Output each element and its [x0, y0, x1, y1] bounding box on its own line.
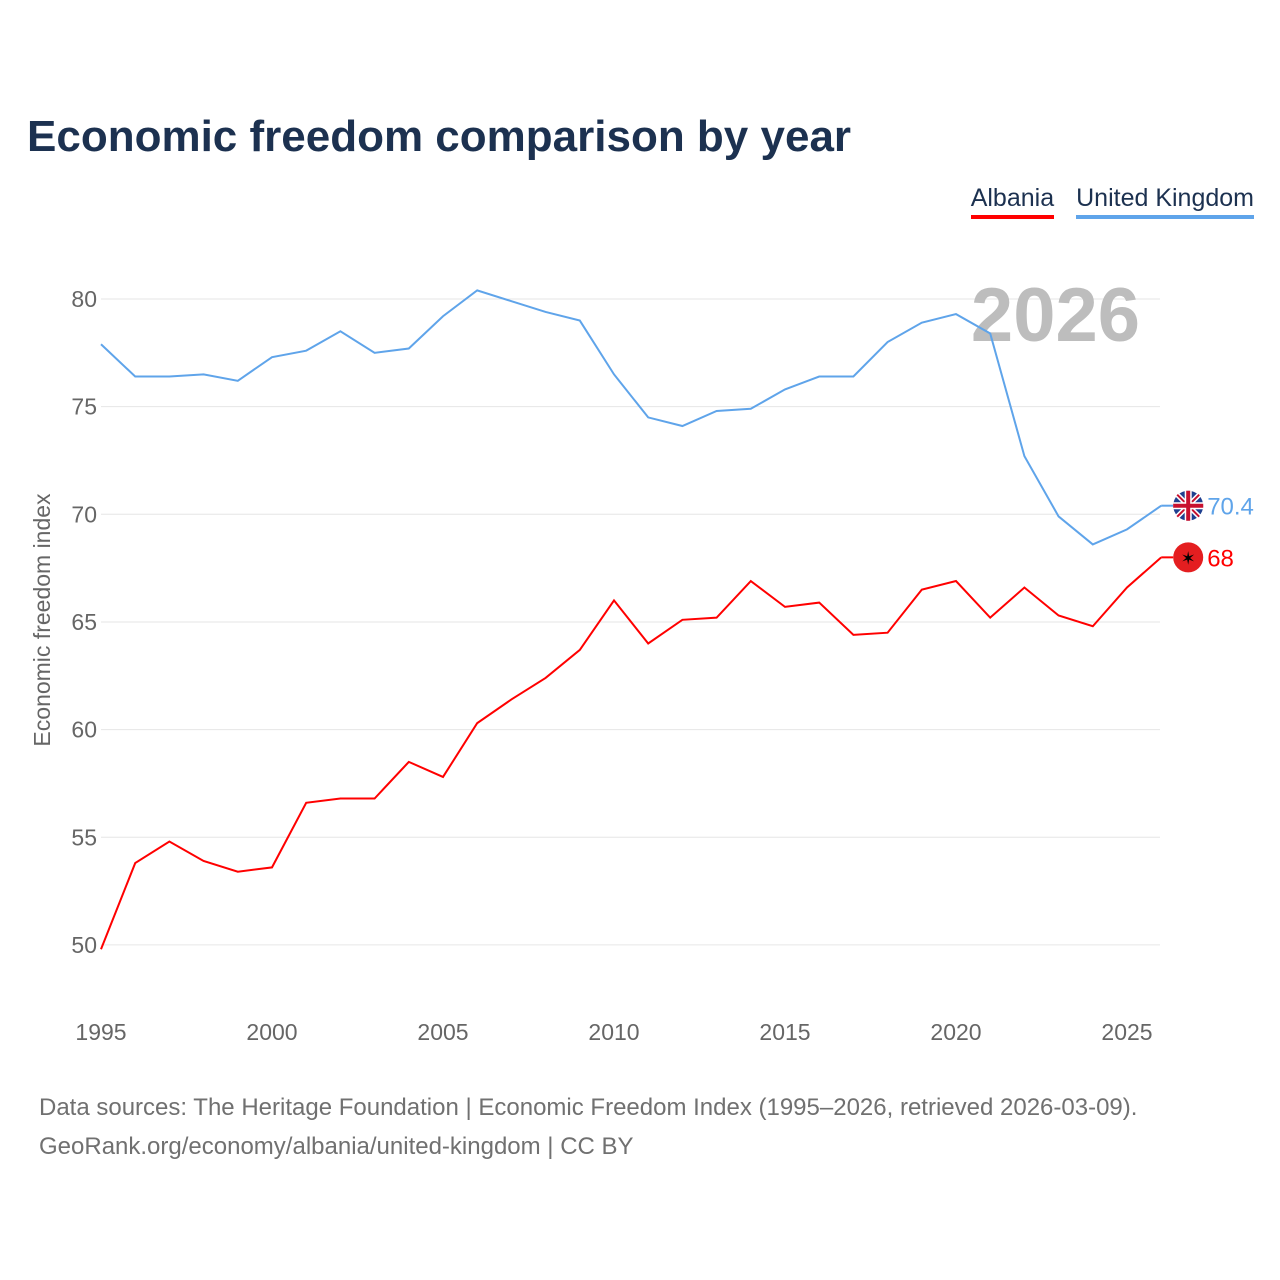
x-tick-label: 2025	[1101, 1019, 1152, 1045]
legend: Albania United Kingdom	[970, 184, 1254, 219]
x-tick-label: 2020	[930, 1019, 981, 1045]
end-value-label: 68	[1207, 545, 1234, 572]
y-tick-label: 75	[71, 394, 97, 420]
y-tick-label: 80	[71, 286, 97, 312]
y-tick-label: 65	[71, 609, 97, 635]
x-tick-label: 2010	[588, 1019, 639, 1045]
y-tick-label: 70	[71, 501, 97, 527]
y-axis-label: Economic freedom index	[29, 493, 55, 747]
source-note: Data sources: The Heritage Foundation | …	[39, 1088, 1137, 1166]
page-title: Economic freedom comparison by year	[27, 112, 852, 161]
y-tick-label: 55	[71, 824, 97, 850]
y-tick-label: 50	[71, 932, 97, 958]
x-tick-label: 2015	[759, 1019, 810, 1045]
series-line-united-kingdom	[100, 289, 1162, 546]
x-tick-label: 1995	[75, 1019, 126, 1045]
source-line-2[interactable]: GeoRank.org/economy/albania/united-kingd…	[39, 1133, 634, 1160]
y-tick-label: 60	[71, 717, 97, 743]
legend-item-albania[interactable]: Albania	[970, 184, 1055, 219]
albania-flag-icon	[1173, 542, 1204, 573]
legend-item-united-kingdom[interactable]: United Kingdom	[1076, 184, 1254, 219]
flag-cross-red	[1173, 490, 1204, 521]
x-tick-label: 2005	[417, 1019, 468, 1045]
eagle-icon: ✶	[1181, 548, 1196, 568]
source-line-1: Data sources: The Heritage Foundation | …	[39, 1094, 1138, 1121]
x-tick-label: 2000	[246, 1019, 297, 1045]
end-value-label: 70.4	[1207, 494, 1254, 521]
year-watermark: 2026	[971, 273, 1140, 358]
series-line-albania	[100, 556, 1162, 950]
